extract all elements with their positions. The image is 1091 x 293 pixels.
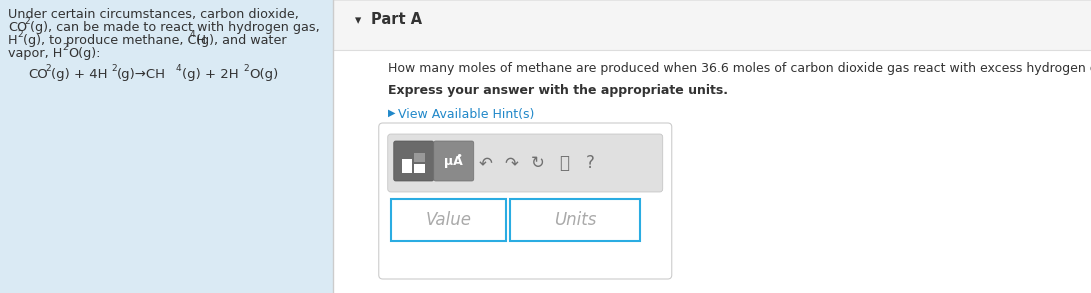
Text: Units: Units [553, 211, 596, 229]
Text: (g) + 4H: (g) + 4H [51, 68, 108, 81]
Text: 2: 2 [111, 64, 117, 73]
Text: (g), can be made to react with hydrogen gas,: (g), can be made to react with hydrogen … [29, 21, 320, 34]
Bar [0, 0, 333, 293]
Text: ?: ? [585, 154, 595, 172]
Text: 2: 2 [62, 43, 68, 52]
Bar [509, 199, 639, 241]
Text: ⎕: ⎕ [559, 154, 568, 172]
Text: CO: CO [28, 68, 48, 81]
Text: (g)→CH: (g)→CH [117, 68, 166, 81]
FancyBboxPatch shape [387, 134, 662, 192]
Bar [401, 159, 411, 173]
Text: μÅ: μÅ [444, 154, 464, 168]
Text: ↷: ↷ [505, 154, 518, 172]
FancyBboxPatch shape [394, 141, 434, 181]
Text: ▾: ▾ [355, 14, 361, 27]
Bar [413, 164, 424, 173]
Text: Part A: Part A [371, 12, 422, 27]
Bar [333, 0, 1091, 50]
FancyBboxPatch shape [434, 141, 473, 181]
Text: 2: 2 [243, 64, 249, 73]
Text: 4: 4 [190, 30, 195, 39]
Text: Value: Value [425, 211, 471, 229]
Text: How many moles of methane are produced when 36.6 moles of carbon dioxide gas rea: How many moles of methane are produced w… [387, 62, 1091, 75]
Text: ↶: ↶ [479, 154, 493, 172]
Text: Express your answer with the appropriate units.: Express your answer with the appropriate… [387, 84, 728, 97]
Text: (g), and water: (g), and water [196, 34, 287, 47]
Text: 4: 4 [176, 64, 181, 73]
Bar [333, 0, 1091, 293]
Text: O(g): O(g) [249, 68, 278, 81]
Text: vapor, H: vapor, H [8, 47, 62, 60]
Text: View Available Hint(s): View Available Hint(s) [398, 108, 535, 121]
Text: O(g):: O(g): [68, 47, 100, 60]
Text: (g) + 2H: (g) + 2H [182, 68, 239, 81]
Text: ▶: ▶ [387, 108, 395, 118]
Text: H: H [8, 34, 17, 47]
Bar [391, 199, 506, 241]
Text: CO: CO [8, 21, 27, 34]
Bar [413, 153, 424, 162]
FancyBboxPatch shape [379, 123, 672, 279]
Text: 2: 2 [45, 64, 50, 73]
Text: ↻: ↻ [531, 154, 544, 172]
Text: (g), to produce methane, CH: (g), to produce methane, CH [23, 34, 206, 47]
Text: 2: 2 [24, 17, 29, 26]
Text: 2: 2 [17, 30, 23, 39]
Text: Under certain circumstances, carbon dioxide,: Under certain circumstances, carbon diox… [8, 8, 299, 21]
